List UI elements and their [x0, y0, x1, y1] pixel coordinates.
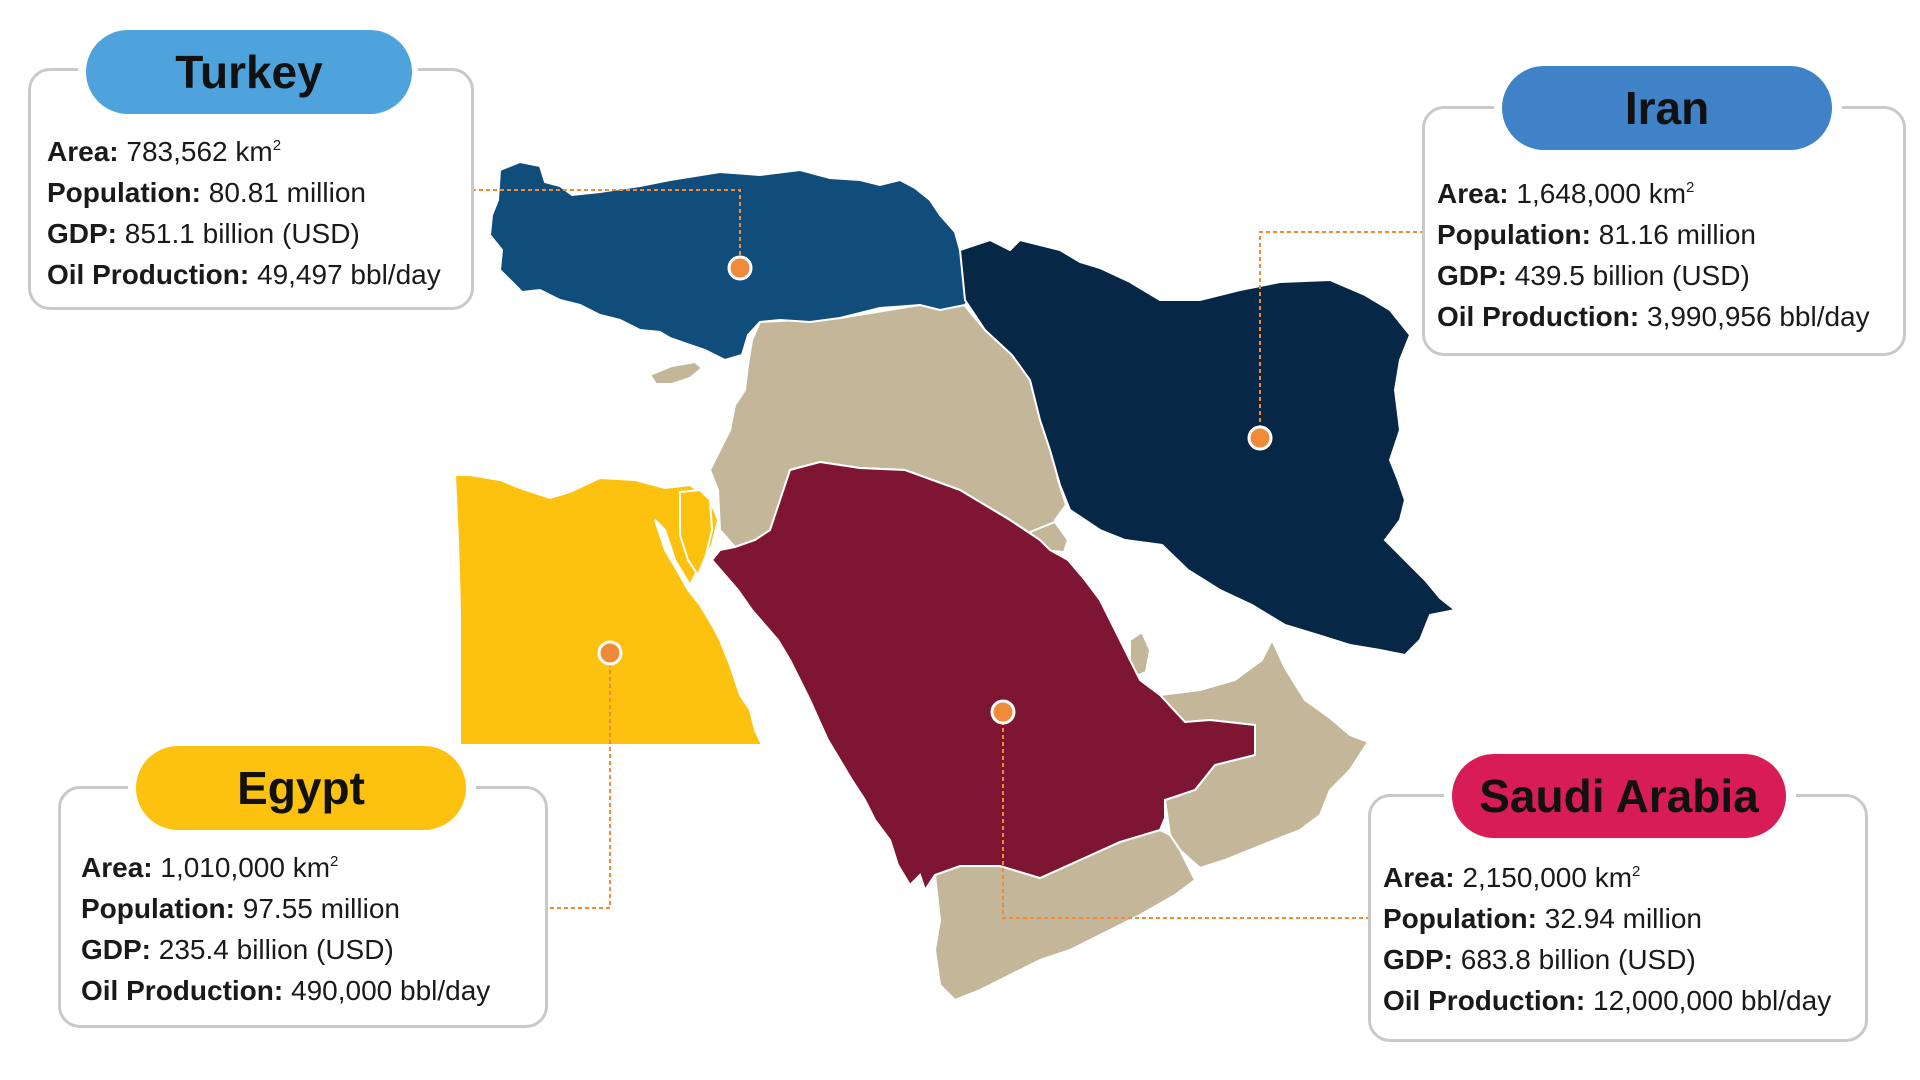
egypt-area-superscript: 2: [330, 853, 339, 870]
saudi-dot: [990, 699, 1016, 725]
iran-area-value: 1,648,000 km: [1516, 178, 1687, 209]
iran-population-value: 81.16 million: [1598, 219, 1756, 250]
oil-label: Oil Production:: [81, 975, 284, 1006]
iran-title-pill: Iran: [1502, 66, 1832, 150]
oil-label: Oil Production:: [1383, 985, 1586, 1016]
area-label: Area:: [1383, 862, 1455, 893]
turkey-population-row: Population: 80.81 million: [47, 172, 461, 213]
country-saudi-arabia: [710, 460, 1256, 893]
egypt-population-row: Population: 97.55 million: [81, 888, 535, 929]
egypt-info-card: Area: 1,010,000 km2 Population: 97.55 mi…: [58, 786, 548, 1028]
country-cyprus: [648, 360, 704, 385]
iran-area-row: Area: 1,648,000 km2: [1437, 173, 1893, 214]
egypt-area-value: 1,010,000 km: [160, 852, 331, 883]
turkey-title: Turkey: [175, 46, 323, 98]
oil-label: Oil Production:: [1437, 301, 1640, 332]
saudi-area-value: 2,150,000 km: [1462, 862, 1633, 893]
country-egypt: [453, 474, 764, 746]
sinai-peninsula: [679, 488, 714, 578]
population-label: Population:: [1383, 903, 1537, 934]
saudi-connector: [1002, 712, 1370, 919]
egypt-connector: [550, 653, 611, 909]
iran-info-card: Area: 1,648,000 km2 Population: 81.16 mi…: [1422, 106, 1906, 356]
population-label: Population:: [1437, 219, 1591, 250]
saudi-gdp-value: 683.8 billion (USD): [1460, 944, 1696, 975]
oil-label: Oil Production:: [47, 259, 250, 290]
gdp-label: GDP:: [47, 218, 117, 249]
egypt-area-row: Area: 1,010,000 km2: [81, 847, 535, 888]
iran-population-row: Population: 81.16 million: [1437, 214, 1893, 255]
iran-oil-row: Oil Production: 3,990,956 bbl/day: [1437, 296, 1893, 337]
saudi-title: Saudi Arabia: [1479, 770, 1759, 822]
turkey-title-pill: Turkey: [86, 30, 412, 114]
gdp-label: GDP:: [1383, 944, 1453, 975]
egypt-gdp-row: GDP: 235.4 billion (USD): [81, 929, 535, 970]
saudi-area-row: Area: 2,150,000 km2: [1383, 857, 1855, 898]
egypt-title-pill: Egypt: [136, 746, 466, 830]
iran-gdp-row: GDP: 439.5 billion (USD): [1437, 255, 1893, 296]
turkey-area-superscript: 2: [272, 137, 282, 154]
egypt-dot: [597, 640, 623, 666]
area-label: Area:: [1437, 178, 1509, 209]
turkey-area-value: 783,562 km: [126, 136, 273, 167]
iran-connector: [1259, 231, 1424, 438]
turkey-oil-value: 49,497 bbl/day: [257, 259, 441, 290]
saudi-area-superscript: 2: [1632, 863, 1641, 880]
iran-dot: [1247, 425, 1273, 451]
saudi-population-row: Population: 32.94 million: [1383, 898, 1855, 939]
iran-area-superscript: 2: [1686, 179, 1695, 196]
turkey-dot: [727, 255, 753, 281]
neighbor-countries: [648, 298, 1370, 1002]
turkey-population-value: 80.81 million: [208, 177, 366, 208]
egypt-oil-row: Oil Production: 490,000 bbl/day: [81, 970, 535, 1011]
egypt-oil-value: 490,000 bbl/day: [291, 975, 491, 1006]
area-label: Area:: [47, 136, 119, 167]
turkey-connector: [472, 189, 741, 268]
saudi-oil-value: 12,000,000 bbl/day: [1593, 985, 1832, 1016]
iran-oil-value: 3,990,956 bbl/day: [1647, 301, 1870, 332]
population-label: Population:: [81, 893, 235, 924]
saudi-population-value: 32.94 million: [1544, 903, 1702, 934]
saudi-gdp-row: GDP: 683.8 billion (USD): [1383, 939, 1855, 980]
location-dots: [597, 255, 1273, 725]
area-label: Area:: [81, 852, 153, 883]
country-iran: [958, 238, 1458, 657]
turkey-gdp-row: GDP: 851.1 billion (USD): [47, 213, 461, 254]
gdp-label: GDP:: [81, 934, 151, 965]
saudi-info-card: Area: 2,150,000 km2 Population: 32.94 mi…: [1368, 794, 1868, 1042]
turkey-oil-row: Oil Production: 49,497 bbl/day: [47, 254, 461, 295]
connector-lines: [472, 189, 1424, 919]
egypt-gdp-value: 235.4 billion (USD): [158, 934, 394, 965]
turkey-area-row: Area: 783,562 km2: [47, 131, 461, 172]
saudi-oil-row: Oil Production: 12,000,000 bbl/day: [1383, 980, 1855, 1021]
egypt-title: Egypt: [237, 762, 365, 814]
egypt-population-value: 97.55 million: [242, 893, 400, 924]
iran-gdp-value: 439.5 billion (USD): [1514, 260, 1750, 291]
gdp-label: GDP:: [1437, 260, 1507, 291]
saudi-title-pill: Saudi Arabia: [1452, 754, 1786, 838]
population-label: Population:: [47, 177, 201, 208]
turkey-gdp-value: 851.1 billion (USD): [124, 218, 360, 249]
iran-title: Iran: [1624, 82, 1710, 134]
